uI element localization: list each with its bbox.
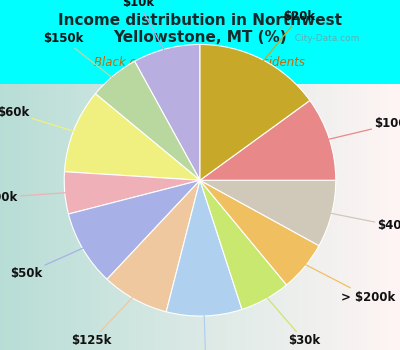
Text: $50k: $50k [10, 244, 92, 280]
Wedge shape [134, 44, 200, 180]
Text: $60k: $60k [0, 106, 84, 134]
Wedge shape [166, 180, 242, 316]
Wedge shape [64, 94, 200, 180]
Wedge shape [95, 61, 200, 180]
Wedge shape [64, 172, 200, 214]
Wedge shape [68, 180, 200, 279]
Text: > $200k: > $200k [296, 260, 396, 303]
Text: $200k: $200k [0, 191, 76, 204]
Text: $75k: $75k [190, 305, 222, 350]
Text: $40k: $40k [321, 211, 400, 232]
Text: Income distribution in Northwest
Yellowstone, MT (%): Income distribution in Northwest Yellows… [58, 13, 342, 45]
Wedge shape [200, 180, 336, 246]
Wedge shape [107, 180, 200, 312]
Text: $20k: $20k [257, 10, 315, 69]
Text: $150k: $150k [43, 33, 120, 84]
Text: Black or African American residents: Black or African American residents [94, 56, 306, 69]
Text: $100k: $100k [319, 117, 400, 142]
Text: City-Data.com: City-Data.com [289, 34, 360, 43]
Wedge shape [200, 44, 310, 180]
Text: $10k: $10k [122, 0, 169, 59]
Wedge shape [200, 180, 286, 309]
Wedge shape [200, 180, 319, 285]
Wedge shape [200, 100, 336, 180]
Text: $30k: $30k [260, 290, 320, 348]
Text: $125k: $125k [71, 290, 140, 348]
